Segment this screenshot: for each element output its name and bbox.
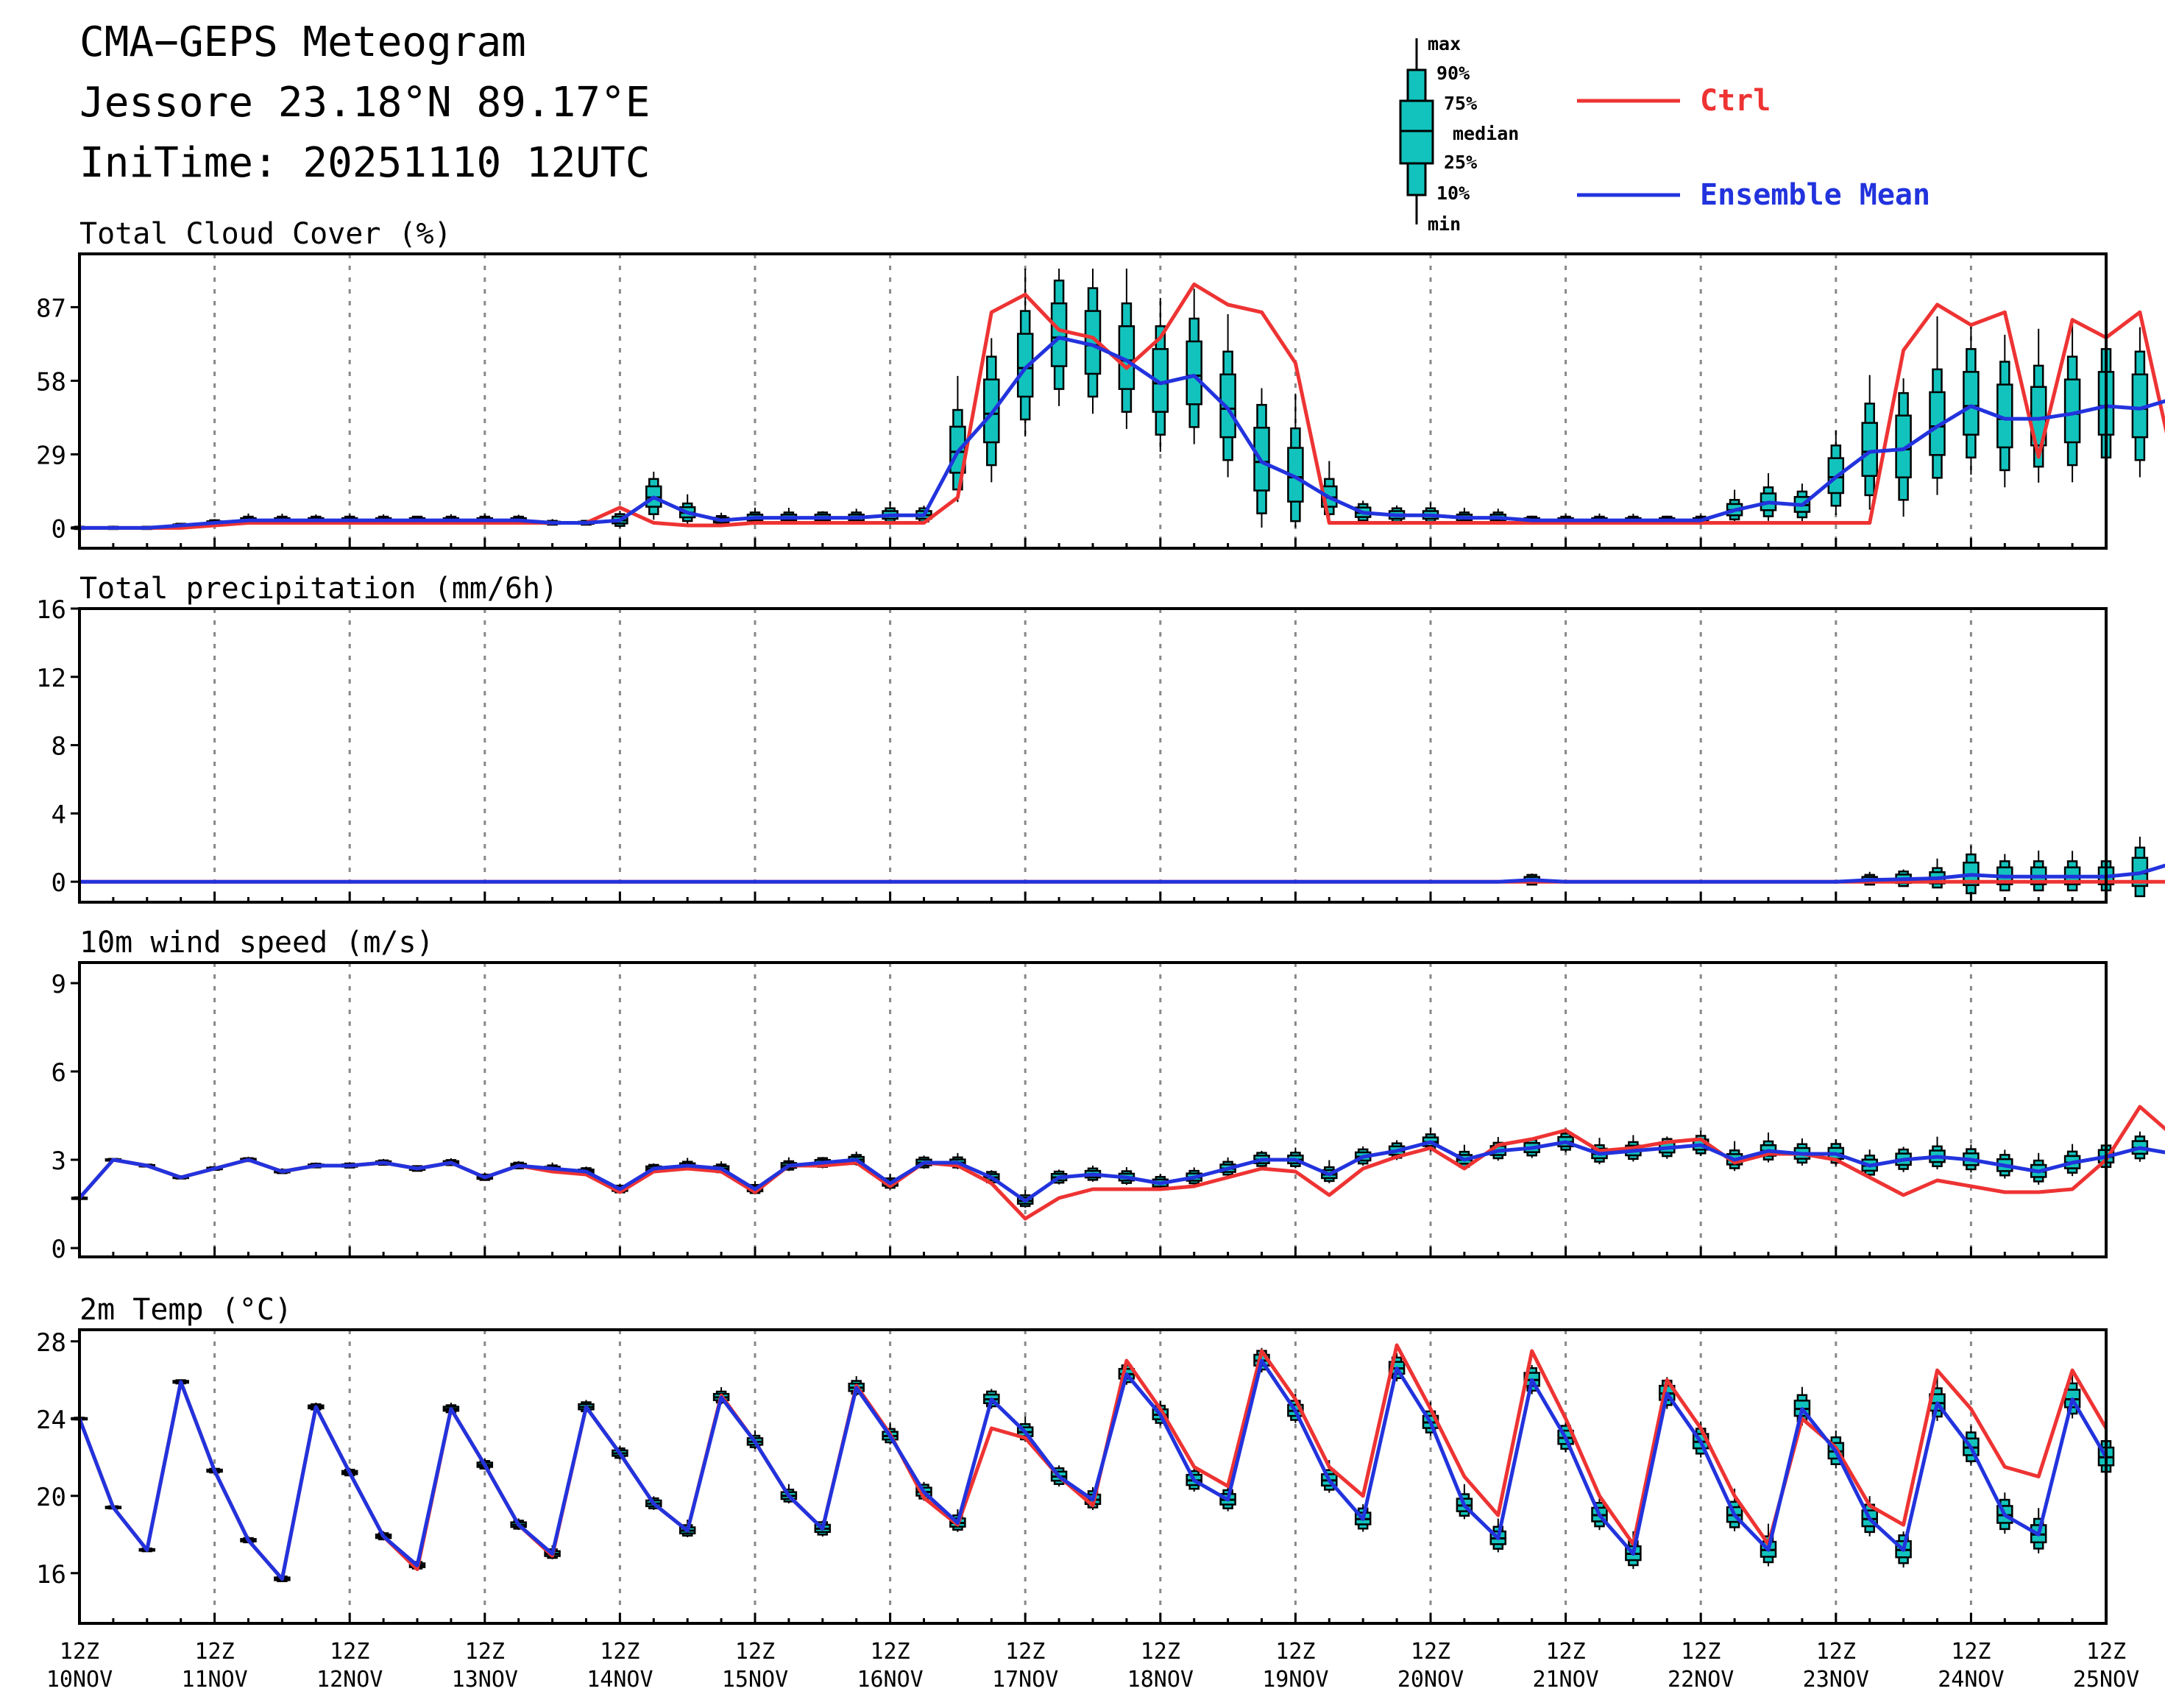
x-tick-label-time: 12Z xyxy=(1681,1639,1721,1665)
legend-mean-label: Ensemble Mean xyxy=(1700,178,1930,212)
x-tick-label-time: 12Z xyxy=(600,1639,639,1665)
mean-line xyxy=(79,863,2165,884)
legend-max-label: max xyxy=(1428,33,1461,54)
x-tick-label-time: 12Z xyxy=(60,1639,99,1665)
y-tick-label: 4 xyxy=(52,800,66,829)
mean-line xyxy=(77,1358,2108,1581)
y-tick-label: 3 xyxy=(52,1147,66,1176)
panel-2: 10m wind speed (m/s) 0 3 6 9 xyxy=(52,926,2165,1264)
mean-line xyxy=(79,336,2165,530)
x-tick-label-date: 19NOV xyxy=(1262,1667,1328,1693)
x-tick-label-date: 12NOV xyxy=(316,1667,383,1693)
y-tick-label: 8 xyxy=(52,732,66,762)
x-tick-label-date: 11NOV xyxy=(181,1667,247,1693)
x-tick-label-time: 12Z xyxy=(1141,1639,1180,1665)
x-tick-label-time: 12Z xyxy=(1005,1639,1045,1665)
x-tick-label-date: 23NOV xyxy=(1803,1667,1869,1693)
chart-title: CMA−GEPS Meteogram xyxy=(79,18,526,66)
y-tick-label: 87 xyxy=(36,294,66,323)
panel-frame xyxy=(78,961,2108,1258)
panel-1: Total precipitation (mm/6h) 0 4 8 12 16 xyxy=(36,572,2165,904)
y-tick-label: 9 xyxy=(52,970,66,999)
legend-p75-label: 75% xyxy=(1444,93,1477,114)
x-tick-label-time: 12Z xyxy=(1816,1639,1856,1665)
x-tick-label-date: 14NOV xyxy=(587,1667,653,1693)
x-tick-label-time: 12Z xyxy=(1275,1639,1315,1665)
x-tick-label-date: 15NOV xyxy=(722,1667,788,1693)
panel-3: 2m Temp (°C) 16 20 24 28 xyxy=(36,1293,2115,1625)
x-tick-label-date: 20NOV xyxy=(1397,1667,1464,1693)
legend-p25-label: 25% xyxy=(1444,152,1477,173)
x-tick-label-date: 25NOV xyxy=(2073,1667,2139,1693)
panel-title: 2m Temp (°C) xyxy=(79,1293,292,1327)
box-inner xyxy=(1963,371,1980,436)
box-inner xyxy=(1186,340,1202,405)
legend-min-label: min xyxy=(1428,213,1461,235)
box-inner xyxy=(1861,422,1878,477)
panel-title: Total Cloud Cover (%) xyxy=(79,217,452,251)
y-tick-label: 16 xyxy=(36,595,66,625)
y-tick-label: 24 xyxy=(36,1406,66,1435)
panel-0: Total Cloud Cover (%) 0 29 58 87 xyxy=(36,217,2165,550)
ctrl-line xyxy=(79,282,2165,530)
legend-p90-label: 90% xyxy=(1436,63,1470,84)
x-tick-label-date: 21NOV xyxy=(1532,1667,1598,1693)
y-tick-label: 28 xyxy=(36,1328,66,1358)
x-tick-label-time: 12Z xyxy=(465,1639,505,1665)
x-tick-label-time: 12Z xyxy=(871,1639,910,1665)
legend-box-glyph xyxy=(1399,38,1434,224)
x-tick-label-date: 17NOV xyxy=(992,1667,1058,1693)
x-tick-label-date: 13NOV xyxy=(452,1667,518,1693)
x-tick-label-time: 12Z xyxy=(330,1639,369,1665)
y-tick-label: 20 xyxy=(36,1483,66,1512)
y-tick-label: 16 xyxy=(36,1560,66,1590)
x-tick-label-time: 12Z xyxy=(2086,1639,2126,1665)
panel-title: 10m wind speed (m/s) xyxy=(79,926,434,960)
mean-line xyxy=(78,1140,2165,1203)
y-tick-label: 0 xyxy=(52,1235,66,1264)
legend-p10-label: 10% xyxy=(1436,183,1470,204)
x-tick-label-time: 12Z xyxy=(1951,1639,1991,1665)
panel-frame xyxy=(78,1328,2108,1625)
y-tick-label: 29 xyxy=(36,441,66,470)
panels: Total Cloud Cover (%) 0 29 58 87 Total precip… xyxy=(36,217,2165,1693)
box-inner xyxy=(1219,373,1236,439)
x-tick-label-date: 22NOV xyxy=(1668,1667,1734,1693)
panel-title: Total precipitation (mm/6h) xyxy=(79,572,558,606)
location-label: Jessore 23.18°N 89.17°E xyxy=(79,79,651,127)
y-tick-label: 6 xyxy=(52,1058,66,1088)
x-tick-label-date: 24NOV xyxy=(1938,1667,2004,1693)
x-tick-label-date: 10NOV xyxy=(46,1667,113,1693)
y-tick-label: 0 xyxy=(52,868,66,898)
legend-ctrl-label: Ctrl xyxy=(1700,84,1771,118)
x-tick-label-time: 12Z xyxy=(1546,1639,1586,1665)
y-tick-label: 0 xyxy=(52,514,66,544)
box-inner xyxy=(1016,333,1034,398)
box-inner xyxy=(1050,302,1068,367)
x-tick-label-time: 12Z xyxy=(1411,1639,1450,1665)
legend-median-label: median xyxy=(1453,123,1519,144)
ctrl-line xyxy=(77,1343,2108,1581)
x-tick-label-date: 18NOV xyxy=(1127,1667,1194,1693)
legend-series: Ctrl Ensemble Mean xyxy=(1577,84,1930,212)
y-tick-label: 58 xyxy=(36,367,66,397)
legend-box-labels: max 90% 75% median 25% 10% min xyxy=(1428,33,1519,235)
x-tick-label-time: 12Z xyxy=(195,1639,235,1665)
y-tick-label: 12 xyxy=(36,664,66,693)
panel-frame xyxy=(78,607,2108,904)
x-tick-label-date: 16NOV xyxy=(857,1667,923,1693)
init-time-label: IniTime: 20251110 12UTC xyxy=(79,139,651,187)
x-tick-label-time: 12Z xyxy=(735,1639,775,1665)
